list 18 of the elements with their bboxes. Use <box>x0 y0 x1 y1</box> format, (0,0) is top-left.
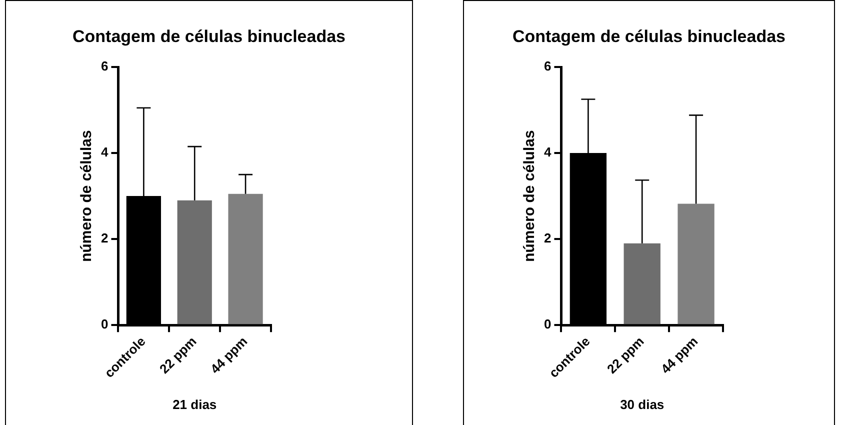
y-axis-title: número de células <box>78 130 96 262</box>
y-tick-label: 4 <box>544 144 552 160</box>
chart-title: Contagem de células binucleadas <box>71 27 347 47</box>
bar <box>624 243 660 324</box>
y-tick-label: 0 <box>100 316 108 332</box>
chart-title: Contagem de células binucleadas <box>511 27 787 47</box>
bar <box>228 194 263 324</box>
y-tick-label: 2 <box>100 230 108 246</box>
x-axis-title: 30 dias <box>620 396 664 412</box>
y-tick-label: 6 <box>100 58 108 74</box>
y-tick-label: 0 <box>544 316 552 332</box>
y-tick-label: 6 <box>544 58 552 74</box>
bar <box>678 204 714 324</box>
y-tick-label: 4 <box>100 144 109 160</box>
bar <box>177 200 212 324</box>
x-axis-title: 21 dias <box>172 396 217 412</box>
y-tick-label: 2 <box>544 230 552 246</box>
y-axis-title: número de células <box>521 130 538 262</box>
